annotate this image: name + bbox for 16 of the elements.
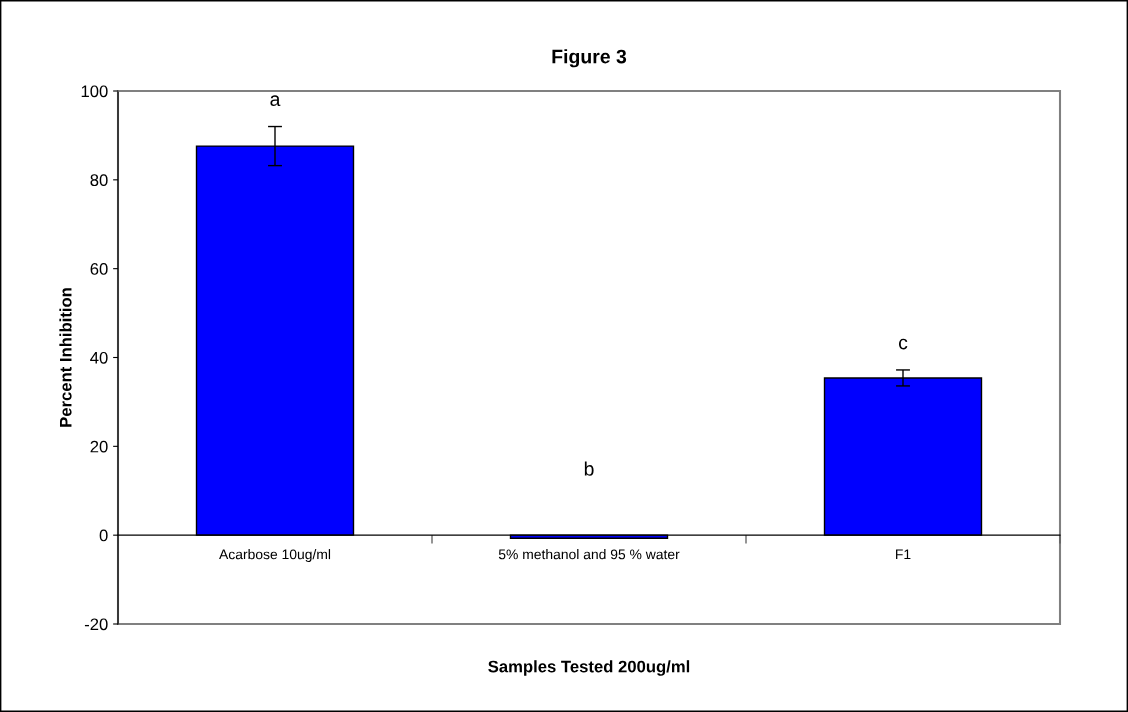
y-axis-title: Percent Inhibition — [59, 288, 72, 427]
chart-title: Figure 3 — [552, 49, 627, 68]
y-tick-label: 100 — [81, 85, 108, 98]
x-tick-label: 5% methanol and 95 % water — [498, 549, 680, 560]
x-tick-label: F1 — [896, 549, 911, 560]
y-tick-label: 0 — [99, 529, 108, 542]
x-tick-label: Acarbose 10ug/ml — [219, 549, 331, 562]
y-tick-label: 60 — [90, 263, 108, 275]
annotation: a — [270, 95, 281, 107]
annotation: c — [898, 338, 908, 350]
y-tick-label: 20 — [90, 440, 108, 453]
annotation: b — [584, 461, 594, 476]
y-tick-label: -20 — [84, 618, 108, 631]
y-tick-label: 80 — [90, 174, 108, 187]
y-tick-label: 40 — [90, 351, 108, 364]
x-axis-title: Samples Tested 200ug/ml — [488, 660, 690, 676]
